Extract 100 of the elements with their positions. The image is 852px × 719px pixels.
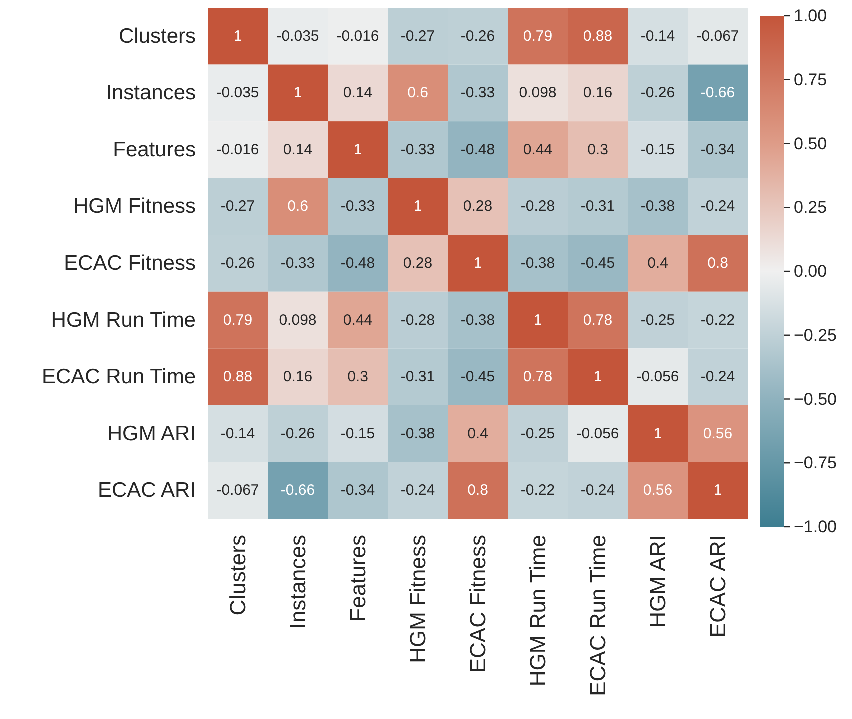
data-label: 0.56: [643, 482, 673, 500]
data-label: 0.4: [648, 255, 668, 272]
data-label: 0.44: [523, 141, 553, 158]
data-label: 1: [534, 312, 542, 329]
data-label: 0.16: [583, 84, 613, 102]
color-bar-label: −0.25: [794, 326, 838, 345]
data-label: 1: [414, 198, 422, 216]
x-tick-label: HGM Run Time: [526, 535, 550, 687]
data-label: 0.098: [279, 312, 317, 329]
data-label: -0.33: [340, 198, 376, 216]
data-label: -0.016: [336, 28, 380, 45]
data-label: 0.3: [348, 368, 368, 386]
y-tick-label: HGM ARI: [107, 422, 196, 446]
data-label: -0.38: [460, 312, 496, 329]
x-tick-label: ECAC Fitness: [466, 535, 490, 674]
data-label: -0.26: [220, 255, 256, 272]
data-label: -0.24: [400, 482, 436, 500]
data-label: -0.25: [520, 425, 556, 442]
data-label: 1: [354, 141, 362, 158]
data-label: 0.79: [523, 28, 553, 45]
data-label: -0.31: [580, 198, 616, 216]
y-tick-label: Clusters: [118, 24, 196, 48]
x-tick-label: Features: [346, 535, 370, 622]
data-label: 1: [294, 84, 302, 102]
data-label: 0.78: [523, 368, 553, 386]
data-label: 0.14: [283, 141, 313, 158]
data-label: -0.66: [280, 482, 316, 500]
y-tick-label: ECAC Run Time: [42, 366, 196, 389]
color-bar-label: −1.00: [794, 518, 838, 536]
y-tick-label: ECAC ARI: [98, 479, 196, 502]
data-label: -0.48: [460, 141, 496, 158]
x-tick-label: Clusters: [226, 535, 250, 616]
data-label: 0.3: [588, 141, 608, 158]
color-bar-label: 0.00: [794, 262, 828, 281]
data-label: -0.28: [400, 312, 436, 329]
data-label: -0.33: [280, 255, 316, 272]
data-label: -0.26: [640, 84, 676, 102]
data-label: 0.8: [708, 255, 728, 272]
data-label: -0.016: [216, 141, 260, 158]
data-label: 0.78: [583, 312, 613, 329]
data-label: -0.035: [216, 84, 260, 102]
data-label: -0.38: [640, 198, 676, 216]
data-label: -0.056: [636, 368, 680, 386]
data-label: -0.48: [340, 255, 376, 272]
data-label: 0.4: [468, 425, 488, 442]
data-label: 0.098: [519, 84, 557, 102]
data-label: -0.25: [640, 312, 676, 329]
color-bar-label: 0.25: [794, 198, 828, 218]
data-label: 1: [594, 368, 602, 386]
data-label: -0.31: [400, 368, 436, 386]
data-label: -0.33: [460, 84, 496, 102]
data-label: 0.44: [343, 312, 373, 329]
y-tick-label: ECAC Fitness: [64, 252, 196, 275]
data-label: -0.66: [700, 84, 736, 102]
data-label: -0.14: [640, 28, 676, 45]
x-tick-label: ECAC Run Time: [586, 535, 610, 696]
data-label: -0.14: [220, 425, 256, 442]
data-label: -0.22: [700, 312, 736, 329]
data-label: -0.34: [340, 482, 376, 500]
data-label: -0.34: [700, 141, 736, 158]
data-label: 1: [234, 28, 242, 45]
y-tick-label: Instances: [106, 82, 196, 105]
data-label: -0.45: [580, 255, 616, 272]
data-label: -0.38: [520, 255, 556, 272]
data-label: -0.45: [460, 368, 496, 386]
data-label: -0.33: [400, 141, 436, 158]
x-tick-label: HGM ARI: [646, 535, 670, 628]
data-label: 1: [714, 482, 722, 500]
data-label: 0.16: [283, 368, 313, 386]
data-label: -0.24: [700, 368, 736, 386]
color-bar-label: 1.00: [794, 6, 828, 26]
data-label: 0.88: [583, 28, 613, 45]
x-tick-label: Instances: [286, 535, 310, 630]
color-bar-label: −0.75: [794, 454, 838, 473]
data-label: -0.28: [520, 198, 556, 216]
data-label: 0.56: [703, 425, 733, 442]
data-label: -0.056: [576, 425, 620, 442]
color-bar-label: 0.75: [794, 70, 828, 90]
data-label: -0.067: [216, 482, 260, 500]
y-tick-label: HGM Run Time: [51, 308, 196, 332]
data-label: -0.24: [580, 482, 616, 500]
data-label: 0.88: [223, 368, 253, 386]
data-label: -0.26: [280, 425, 316, 442]
data-label: 1: [654, 425, 662, 442]
data-label: 1: [474, 255, 482, 272]
data-label: -0.38: [400, 425, 436, 442]
data-label: 0.8: [468, 482, 488, 500]
data-label: -0.067: [696, 28, 740, 45]
y-tick-label: Features: [113, 138, 196, 162]
data-label: 0.79: [223, 312, 253, 329]
data-label: -0.15: [640, 141, 676, 158]
color-bar-label: 0.50: [794, 134, 828, 154]
data-label: 0.6: [408, 84, 428, 102]
data-label: -0.22: [520, 482, 556, 500]
data-label: -0.26: [460, 28, 496, 45]
color-bar-label: −0.50: [794, 390, 838, 409]
x-tick-label: HGM Fitness: [406, 535, 430, 664]
data-label: -0.035: [276, 28, 320, 45]
data-label: 0.6: [288, 198, 308, 216]
x-tick-label: ECAC ARI: [706, 535, 730, 638]
